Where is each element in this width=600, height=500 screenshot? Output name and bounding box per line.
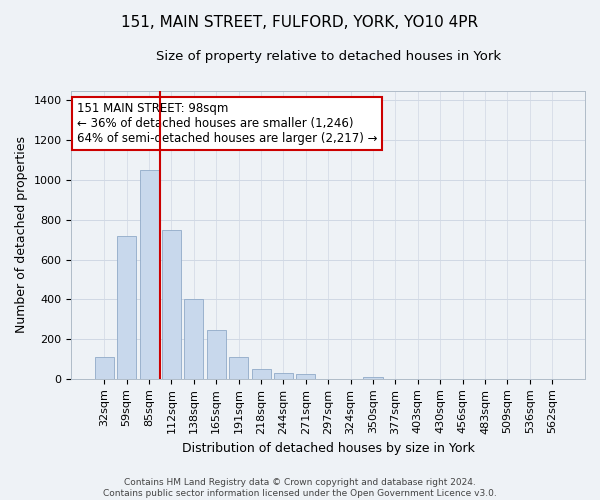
Bar — [364, 377, 383, 379]
Bar — [296, 374, 316, 379]
Bar — [140, 170, 158, 379]
Title: Size of property relative to detached houses in York: Size of property relative to detached ho… — [155, 50, 501, 63]
Bar — [162, 230, 181, 379]
Bar — [95, 358, 114, 379]
Y-axis label: Number of detached properties: Number of detached properties — [15, 136, 28, 333]
Bar — [184, 300, 203, 379]
Text: 151, MAIN STREET, FULFORD, YORK, YO10 4PR: 151, MAIN STREET, FULFORD, YORK, YO10 4P… — [121, 15, 479, 30]
Bar — [229, 357, 248, 379]
Bar — [251, 369, 271, 379]
Bar — [274, 374, 293, 379]
Text: Contains HM Land Registry data © Crown copyright and database right 2024.
Contai: Contains HM Land Registry data © Crown c… — [103, 478, 497, 498]
Text: 151 MAIN STREET: 98sqm
← 36% of detached houses are smaller (1,246)
64% of semi-: 151 MAIN STREET: 98sqm ← 36% of detached… — [77, 102, 377, 145]
Bar — [207, 330, 226, 379]
X-axis label: Distribution of detached houses by size in York: Distribution of detached houses by size … — [182, 442, 475, 455]
Bar — [117, 236, 136, 379]
